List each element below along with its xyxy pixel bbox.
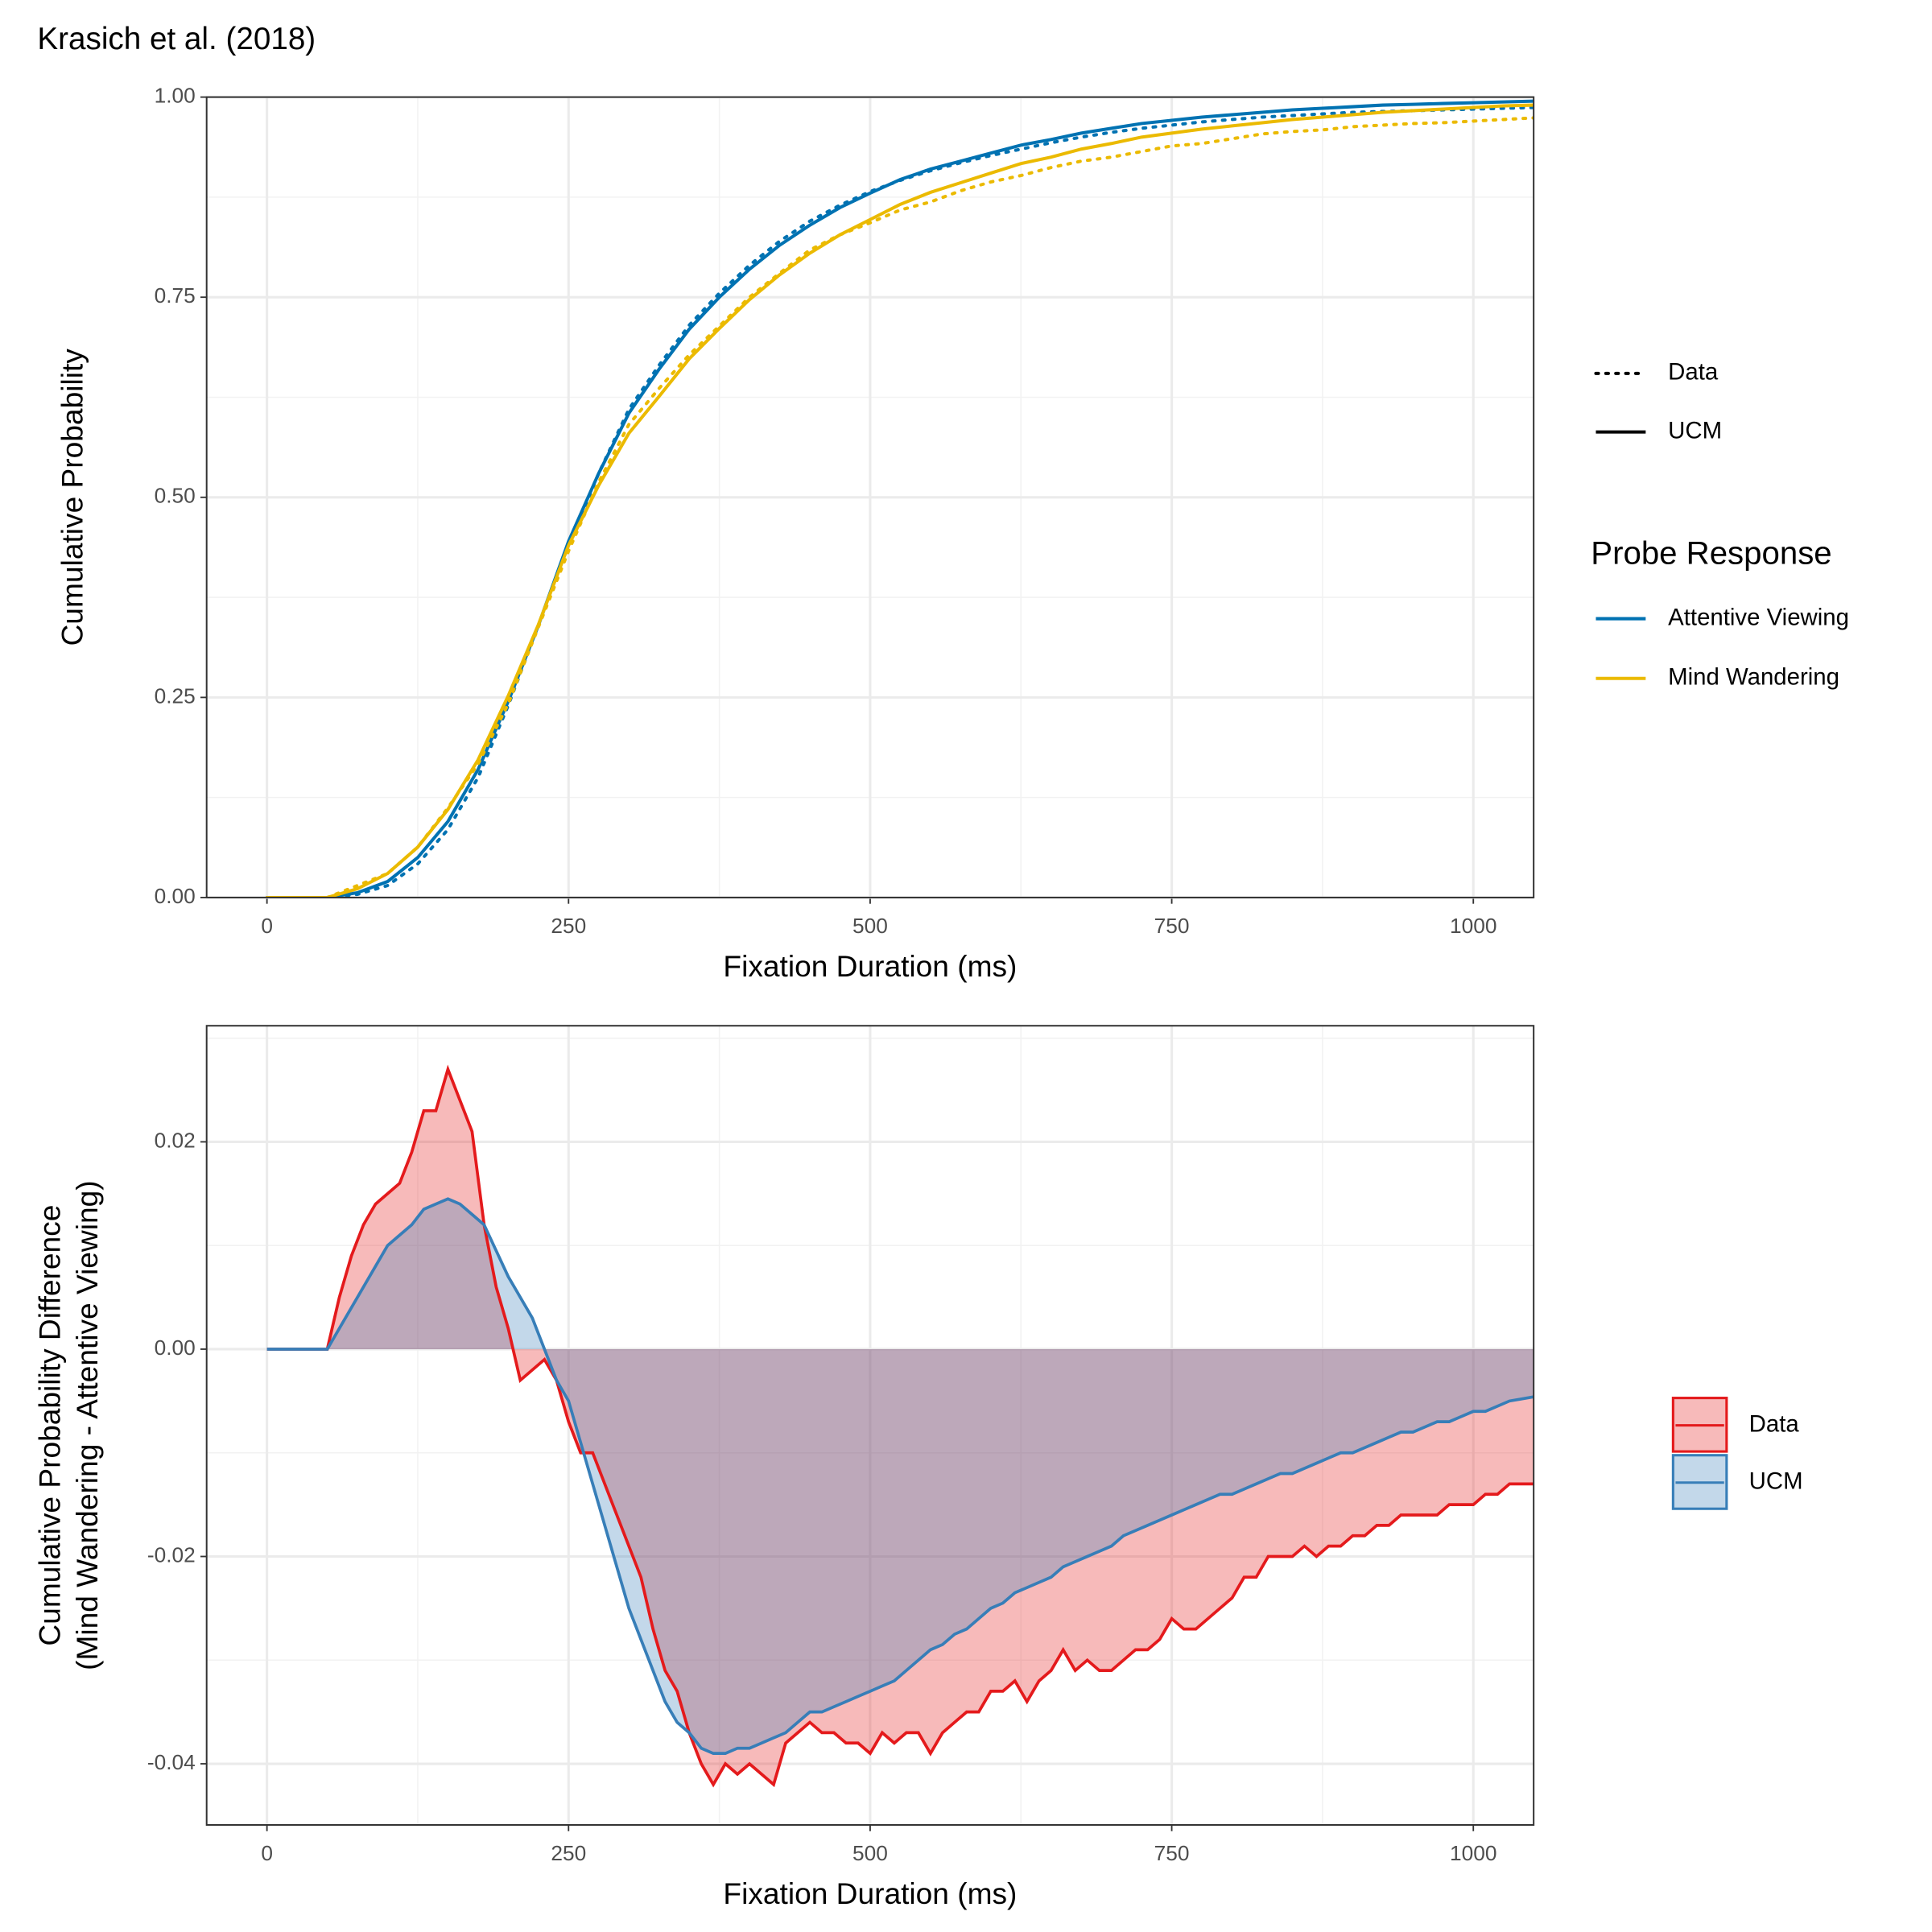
y-axis-title: (Mind Wandering - Attentive Viewing): [70, 1180, 104, 1670]
legend-label: Mind Wandering: [1668, 664, 1839, 691]
y-tick-label: -0.02: [147, 1542, 196, 1567]
series-line: [266, 1197, 1534, 1756]
area-fill: [266, 1069, 1534, 1785]
x-tick-label: 500: [852, 914, 888, 938]
y-tick-label: 0.00: [155, 1335, 196, 1360]
legend-title: Probe Response: [1591, 535, 1831, 571]
chart-title: Krasich et al. (2018): [37, 22, 316, 56]
y-tick-label: 0.00: [155, 884, 196, 908]
y-axis-title: Cumulative Probability: [56, 349, 89, 646]
y-tick-label: 0.50: [155, 484, 196, 508]
x-tick-label: 750: [1154, 1841, 1190, 1865]
y-tick-label: -0.04: [147, 1750, 196, 1774]
plot-border: [205, 96, 1535, 898]
series-line: [266, 99, 1534, 898]
y-axis-title: Cumulative Probability Difference: [33, 1205, 67, 1646]
plot-area: [266, 1064, 1534, 1788]
legend-label: UCM: [1668, 417, 1722, 444]
x-axis-title: Fixation Duration (ms): [723, 949, 1017, 983]
x-tick-label: 500: [852, 1841, 888, 1865]
y-tick-label: 1.00: [155, 84, 196, 108]
x-tick-label: 0: [261, 1841, 273, 1865]
y-tick-label: 0.02: [155, 1128, 196, 1152]
legend-label: Attentive Viewing: [1668, 604, 1849, 630]
series-line: [266, 1064, 1534, 1788]
x-axis-title: Fixation Duration (ms): [723, 1876, 1017, 1910]
x-tick-label: 250: [551, 914, 586, 938]
x-tick-label: 1000: [1450, 914, 1496, 938]
plot-border: [205, 1025, 1535, 1827]
series-line: [266, 103, 1534, 898]
x-tick-label: 250: [551, 1841, 586, 1865]
x-tick-label: 1000: [1450, 1841, 1496, 1865]
legend-label: UCM: [1749, 1468, 1803, 1495]
x-tick-label: 750: [1154, 914, 1190, 938]
area-fill: [266, 1199, 1534, 1754]
legend-label: Data: [1749, 1410, 1800, 1437]
x-tick-label: 0: [261, 914, 273, 938]
series-line: [265, 116, 1534, 898]
plot-area: [265, 99, 1534, 898]
y-tick-label: 0.75: [155, 283, 196, 308]
legend-label: Data: [1668, 359, 1719, 386]
y-tick-label: 0.25: [155, 683, 196, 708]
